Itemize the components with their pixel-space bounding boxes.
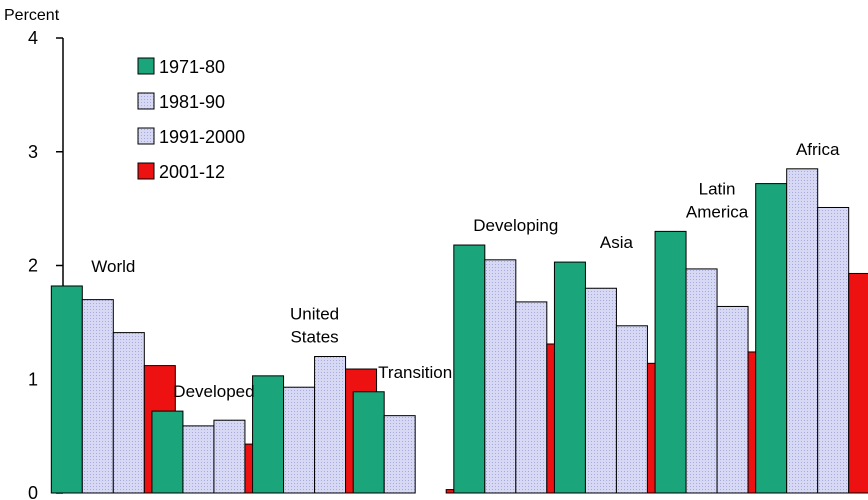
bar-1971-80-latin-america: [654, 230, 687, 494]
bar-1981-90-africa: [786, 168, 819, 494]
bar-1991-2000-developed: [213, 419, 246, 494]
category-label: Asia: [600, 233, 634, 252]
legend-label: 1991-2000: [159, 127, 245, 147]
bar-1991-2000-asia: [615, 325, 648, 494]
bar-1991-2000-africa: [817, 206, 850, 494]
legend-label: 2001-12: [159, 162, 225, 182]
bar-1981-90-united-states: [283, 386, 316, 494]
bar-1971-80-developing: [453, 244, 486, 494]
bar-1981-90-transition: [383, 415, 416, 494]
legend-label: 1981-90: [159, 92, 225, 112]
bar-1971-80-united-states: [252, 375, 285, 494]
y-tick-label: 1: [28, 369, 38, 389]
bar-1971-80-world: [50, 285, 83, 494]
bar-2001-12-africa: [848, 272, 868, 494]
bar-1971-80-africa: [755, 183, 788, 494]
y-tick-label: 2: [28, 256, 38, 276]
bar-1991-2000-latin-america: [716, 305, 749, 494]
category-label: States: [290, 328, 338, 347]
bar-1991-2000-united-states: [314, 356, 347, 494]
category-label: Developing: [473, 216, 558, 235]
legend-swatch: [137, 57, 155, 75]
category-label: America: [686, 202, 749, 221]
y-tick-label: 3: [28, 142, 38, 162]
category-label: World: [91, 257, 135, 276]
bar-1981-90-world: [81, 299, 114, 494]
bar-1991-2000-world: [112, 332, 145, 494]
legend: 1971-80 1981-90 1991-2000 2001-12: [137, 57, 245, 182]
category-labels: World Developed United States Transition Deve…: [91, 140, 840, 401]
legend-label: 1971-80: [159, 57, 225, 77]
bar-1991-2000-developing: [515, 301, 548, 494]
bar-1971-80-developed: [151, 410, 184, 494]
bar-1981-90-developing: [484, 259, 517, 494]
y-tick-label: 0: [28, 483, 38, 500]
bar-1971-80-transition: [352, 391, 385, 494]
category-label: Developed: [173, 382, 254, 401]
y-axis-unit-label: Percent: [4, 7, 60, 24]
category-label: Africa: [796, 140, 840, 159]
legend-swatch: [137, 127, 155, 145]
bars: [50, 168, 868, 494]
bar-1981-90-latin-america: [685, 268, 718, 494]
category-label: United: [290, 305, 339, 324]
legend-swatch: [137, 162, 155, 180]
category-label: Latin: [699, 179, 736, 198]
legend-swatch: [137, 92, 155, 110]
y-tick-label: 4: [28, 28, 38, 48]
category-label: Transition: [378, 363, 452, 382]
bar-1981-90-developed: [182, 425, 215, 494]
bar-1981-90-asia: [584, 287, 617, 494]
bar-1971-80-asia: [553, 261, 586, 494]
